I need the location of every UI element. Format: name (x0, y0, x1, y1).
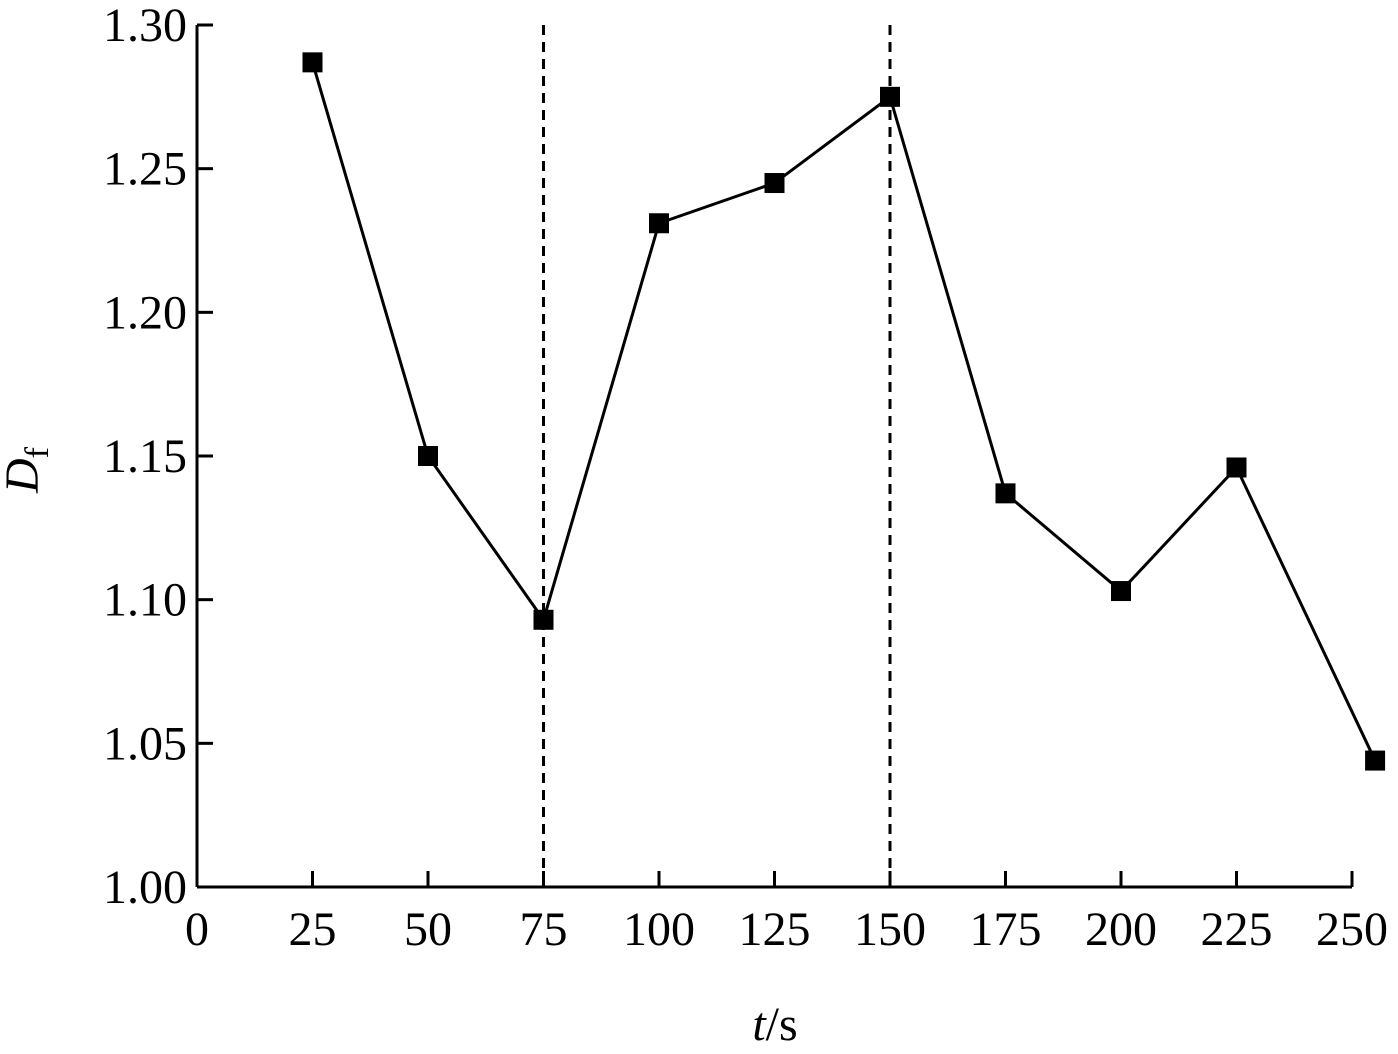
marker (1111, 581, 1131, 602)
x-tick-label: 75 (520, 903, 568, 956)
y-tick-label: 1.15 (103, 430, 187, 483)
x-label-symbol: t (752, 998, 767, 1051)
marker (880, 86, 900, 107)
y-tick-label: 1.05 (103, 717, 187, 770)
y-label-subscript: f (19, 446, 56, 458)
marker (302, 52, 323, 73)
x-tick-label: 150 (854, 903, 926, 956)
y-label-symbol: D (0, 458, 49, 494)
x-tick-label: 100 (623, 903, 695, 956)
x-tick-label: 50 (404, 903, 452, 956)
y-tick-label: 1.00 (103, 861, 187, 914)
y-tick-label: 1.25 (103, 143, 187, 196)
marker (1365, 750, 1386, 771)
marker (649, 213, 669, 234)
line (311, 61, 1377, 762)
x-tick-label: 250 (1316, 903, 1388, 956)
marker (764, 173, 785, 194)
marker (995, 483, 1016, 504)
x-tick-label: 125 (739, 903, 811, 956)
x-tick-label: 0 (185, 903, 209, 956)
x-tick-label: 175 (970, 903, 1042, 956)
x-tick-label: 200 (1085, 903, 1157, 956)
x-tick-label: 25 (289, 903, 337, 956)
marker (533, 609, 554, 630)
x-label-unit: /s (766, 998, 798, 1051)
marker (1226, 457, 1247, 478)
marker (418, 446, 438, 466)
x-axis-label: t/s (752, 998, 797, 1051)
x-tick-label: 225 (1201, 903, 1273, 956)
y-tick-label: 1.10 (103, 574, 187, 627)
y-axis-label: Df (0, 446, 56, 494)
y-tick-label: 1.20 (103, 286, 187, 339)
y-tick-label: 1.30 (103, 0, 187, 52)
